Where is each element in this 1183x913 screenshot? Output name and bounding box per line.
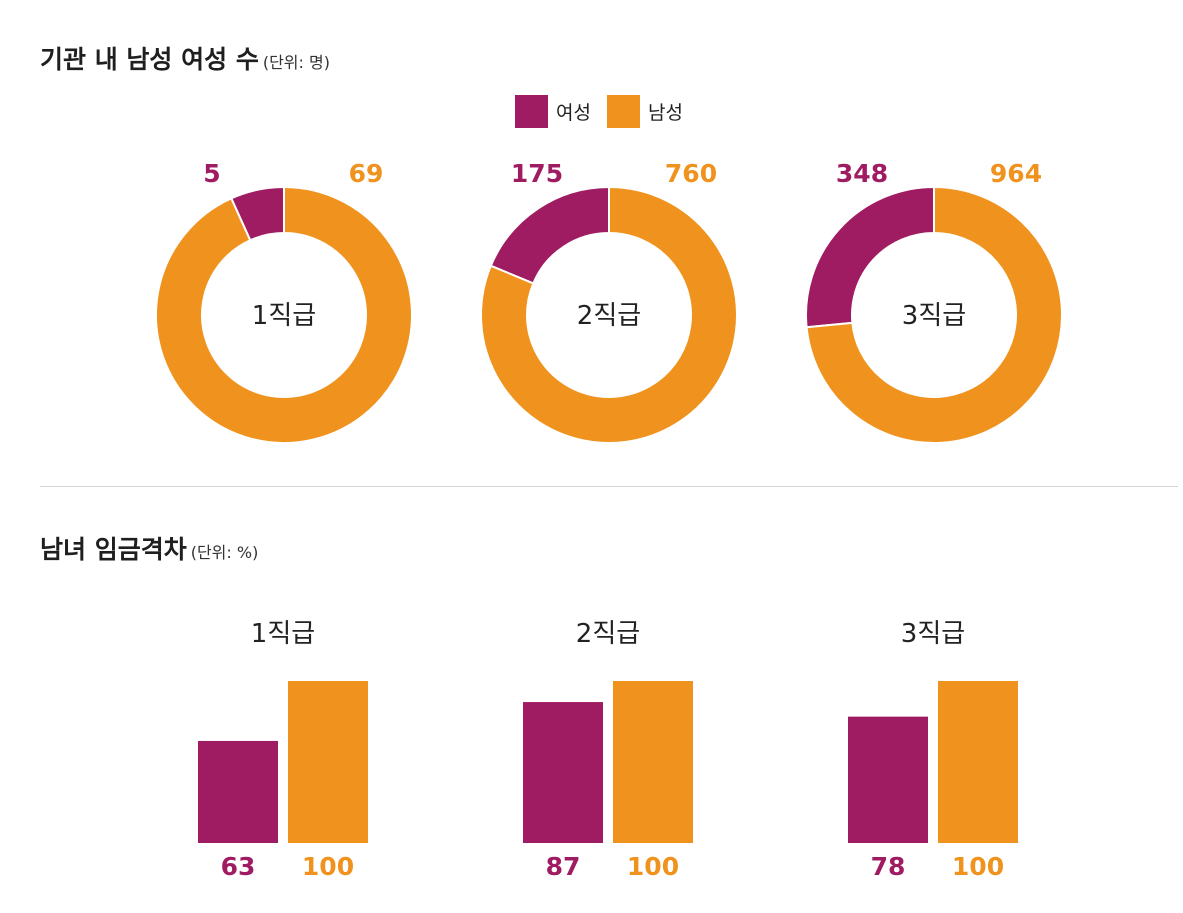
donut-2-male-label: 760 xyxy=(665,159,717,188)
donut-charts: 5 69 1직급 175 760 2직급 348 964 3직급 xyxy=(155,159,1063,444)
legend-label-male: 남성 xyxy=(647,102,683,124)
wage-title: 남녀 임금격차 (단위: %) xyxy=(40,530,258,566)
legend-swatch-male xyxy=(606,95,640,128)
bar-1-female xyxy=(198,740,278,843)
donut-2-category-label: 2직급 xyxy=(577,301,641,331)
donut-2-female-label: 175 xyxy=(511,159,563,188)
bar-group-2-category-label: 2직급 xyxy=(576,619,640,649)
bar-3-female xyxy=(848,716,928,843)
headcount-title: 기관 내 남성 여성 수 (단위: 명) xyxy=(40,40,330,76)
bar-1-female-label: 63 xyxy=(221,852,256,881)
donut-3-male-label: 964 xyxy=(990,159,1042,188)
bar-2-male xyxy=(613,681,693,843)
donut-3-female-label: 348 xyxy=(836,159,888,188)
legend-item-male: 남성 xyxy=(606,95,683,128)
legend: 여성 남성 xyxy=(515,95,699,128)
bar-3-female-label: 78 xyxy=(871,852,906,881)
donut-1-female-label: 5 xyxy=(203,159,220,188)
legend-item-female: 여성 xyxy=(515,95,591,128)
bar-group-3-category-label: 3직급 xyxy=(901,619,965,649)
donut-2-male-slice xyxy=(480,185,738,444)
bar-3-male xyxy=(938,681,1018,843)
wage-title-text: 남녀 임금격차 xyxy=(40,535,187,564)
donut-3-male-slice xyxy=(805,185,1063,444)
section-divider xyxy=(40,486,1178,487)
donut-1-male-slice xyxy=(155,185,413,444)
donut-1-category-label: 1직급 xyxy=(252,301,316,331)
bar-2-female-label: 87 xyxy=(546,852,581,881)
donut-1-male-label: 69 xyxy=(349,159,384,188)
bar-2-female xyxy=(523,702,603,843)
legend-swatch-female xyxy=(515,95,548,128)
wage-unit: (단위: %) xyxy=(190,543,259,562)
legend-label-female: 여성 xyxy=(556,102,591,124)
donut-3-category-label: 3직급 xyxy=(902,301,966,331)
bar-1-male xyxy=(288,681,368,843)
bar-1-male-label: 100 xyxy=(302,852,354,881)
headcount-title-text: 기관 내 남성 여성 수 xyxy=(40,45,259,74)
bar-group-1-category-label: 1직급 xyxy=(251,619,315,649)
bar-3-male-label: 100 xyxy=(952,852,1004,881)
headcount-unit: (단위: 명) xyxy=(262,53,330,72)
bar-2-male-label: 100 xyxy=(627,852,679,881)
